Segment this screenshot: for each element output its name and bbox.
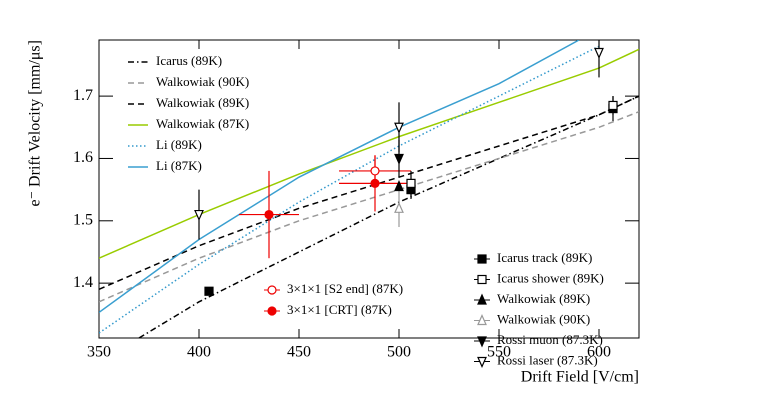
x-axis-label: Drift Field [V/cm] [521, 369, 639, 386]
marker [594, 47, 604, 59]
legend-marker [267, 285, 277, 295]
legend-marker [477, 293, 487, 305]
x-tick-label: 400 [187, 344, 211, 361]
marker [394, 153, 404, 165]
legend-label: Walkowiak (87K) [156, 116, 249, 131]
y-tick-label: 1.7 [73, 87, 93, 104]
x-tick-label: 550 [487, 344, 511, 361]
legend-label: Walkowiak (89K) [156, 95, 249, 110]
legend-label: Rossi muon (87.3K) [497, 332, 603, 347]
legend-label: Icarus shower (89K) [497, 270, 604, 285]
legend-label: Rossi laser (87.3K) [497, 352, 598, 367]
legend-marker [477, 356, 487, 368]
marker [406, 178, 416, 188]
legend-label: Walkowiak (90K) [497, 311, 590, 326]
legend-label: 3×1×1 [S2 end] (87K) [287, 281, 403, 296]
legend-label: Walkowiak (90K) [156, 74, 249, 89]
legend-label: Icarus track (89K) [497, 250, 592, 265]
legend-label: Li (87K) [156, 158, 202, 173]
legend-marker [267, 306, 277, 316]
marker [370, 178, 380, 188]
legend-label: Icarus (89K) [156, 53, 222, 68]
x-tick-label: 600 [587, 344, 611, 361]
legend-label: Walkowiak (89K) [497, 291, 590, 306]
marker [394, 122, 404, 134]
marker [370, 166, 380, 176]
x-tick-label: 500 [387, 344, 411, 361]
y-tick-label: 1.5 [73, 211, 93, 228]
x-tick-label: 350 [87, 344, 111, 361]
legend-marker [477, 336, 487, 348]
legend-marker [477, 274, 487, 285]
y-tick-label: 1.6 [73, 149, 93, 166]
marker [394, 180, 404, 192]
y-axis-label: e⁻ Drift Velocity [mm/μs] [27, 40, 44, 206]
marker [204, 286, 214, 296]
marker [194, 209, 204, 222]
legend-label: Li (89K) [156, 137, 202, 152]
marker [608, 100, 618, 111]
legend-label: 3×1×1 [CRT] (87K) [287, 302, 392, 317]
curve [99, 40, 580, 314]
marker [264, 209, 274, 220]
x-tick-label: 450 [287, 344, 311, 361]
curve [99, 45, 600, 334]
legend-marker [477, 254, 487, 264]
plot-frame [98, 39, 640, 339]
y-tick-label: 1.4 [73, 274, 93, 291]
marker [394, 201, 404, 213]
legend-marker [477, 314, 487, 326]
